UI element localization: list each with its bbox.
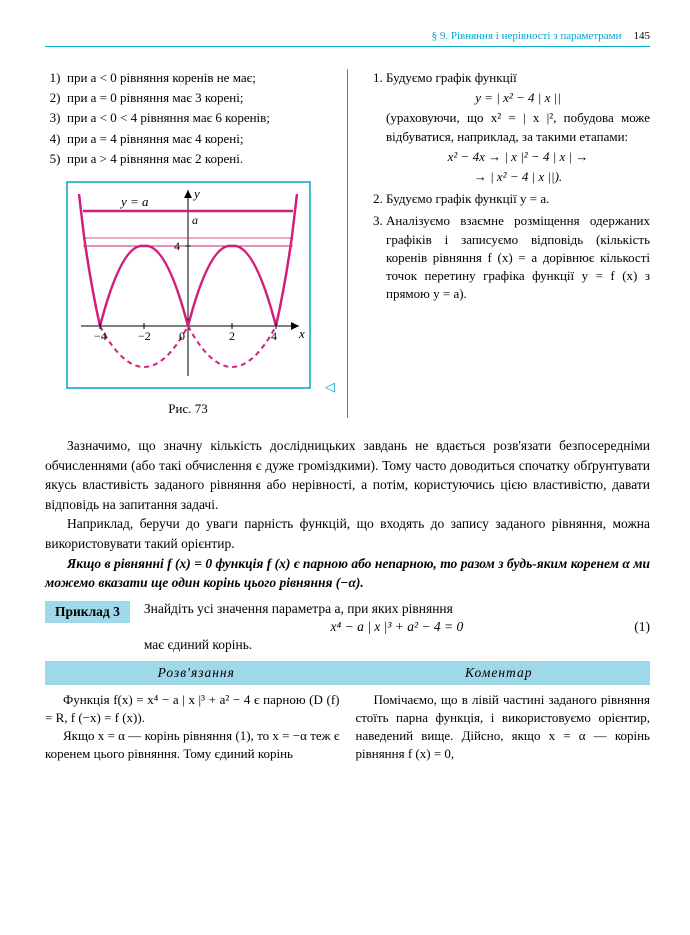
step1-chain1: x² − 4x → | x |² − 4 | x | → <box>386 148 650 166</box>
page-number: 145 <box>634 30 651 42</box>
para-2: Наприклад, беручи до уваги парність функ… <box>45 514 650 553</box>
case-item: при a = 0 рівняння має 3 корені; <box>67 89 331 107</box>
step1-text: Будуємо графік функції <box>386 70 517 85</box>
axis-x: x <box>298 326 305 341</box>
step-3: Аналізуємо взаємне розміщення одержаних … <box>386 212 650 303</box>
step1-chain2: → | x² − 4 | x ||). <box>386 168 650 186</box>
steps-list: Будуємо графік функції y = | x² − 4 | x … <box>364 69 650 303</box>
section-title: § 9. Рівняння і нерівності з параметрами <box>432 30 622 42</box>
example-text1: Знайдіть усі значення параметра a, при я… <box>144 601 453 616</box>
tick-m4: −4 <box>94 329 107 343</box>
tick-p4: 4 <box>271 329 277 343</box>
figure-73: y = a a 4 −4 −2 0 2 4 y x ◁ Ри <box>45 176 331 418</box>
body-text: Зазначимо, що значну кількість дослідниц… <box>45 436 650 593</box>
solution-columns: Функція f(x) = x⁴ − a | x |³ + a² − 4 є … <box>45 691 650 764</box>
tick-0: 0 <box>179 329 185 343</box>
example-eq: x⁴ − a | x |³ + a² − 4 = 0 <box>331 619 464 634</box>
column-divider <box>347 69 348 418</box>
figure-caption: Рис. 73 <box>45 400 331 418</box>
case-item: при a < 0 < 4 рівняння має 6 коренів; <box>67 109 331 127</box>
label-ya: y = a <box>119 194 149 209</box>
chart-svg: y = a a 4 −4 −2 0 2 4 y x <box>61 176 316 396</box>
step1-eq: y = | x² − 4 | x || <box>386 89 650 107</box>
para-3-theorem: Якщо в рівнянні f (x) = 0 функція f (x) … <box>45 554 650 593</box>
case-item: при a > 4 рівняння має 2 корені. <box>67 150 331 168</box>
case-item: при a = 4 рівняння має 4 корені; <box>67 130 331 148</box>
axis-y: y <box>192 186 200 201</box>
tick-m2: −2 <box>138 329 151 343</box>
sol-right-p1: Помічаємо, що в лівій частині заданого р… <box>356 691 651 764</box>
example-badge: Приклад 3 <box>45 601 130 623</box>
cases-list: при a < 0 рівняння коренів не має; при a… <box>45 69 331 168</box>
case-item: при a < 0 рівняння коренів не має; <box>67 69 331 87</box>
example-3: Приклад 3 Знайдіть усі значення параметр… <box>45 601 650 653</box>
para-1: Зазначимо, що значну кількість дослідниц… <box>45 436 650 514</box>
header-solution: Розв'язання <box>45 661 348 685</box>
tick-4y: 4 <box>174 239 180 253</box>
step-2: Будуємо графік функції y = a. <box>386 190 650 208</box>
eq-number: (1) <box>634 619 650 635</box>
example-text2: має єдиний корінь. <box>144 637 252 652</box>
sol-left-p1: Функція f(x) = x⁴ − a | x |³ + a² − 4 є … <box>45 691 340 727</box>
sol-left-p2: Якщо x = α — корінь рівняння (1), то x =… <box>45 727 340 763</box>
page-header: § 9. Рівняння і нерівності з параметрами… <box>45 30 650 47</box>
header-comment: Коментар <box>348 661 651 685</box>
label-a: a <box>192 213 198 227</box>
tick-p2: 2 <box>229 329 235 343</box>
triangle-marker-icon: ◁ <box>325 378 335 396</box>
step1-note: (ураховуючи, що x² = | x |², побудова мо… <box>386 110 650 143</box>
step-1: Будуємо графік функції y = | x² − 4 | x … <box>386 69 650 186</box>
solution-headers: Розв'язання Коментар <box>45 661 650 685</box>
